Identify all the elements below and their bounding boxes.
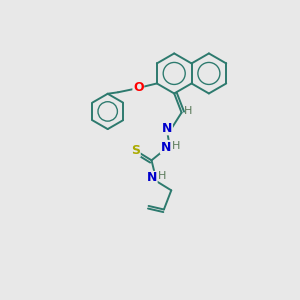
Text: N: N bbox=[162, 122, 172, 135]
Text: N: N bbox=[147, 172, 157, 184]
Text: N: N bbox=[160, 141, 171, 154]
Text: S: S bbox=[131, 144, 140, 157]
Text: H: H bbox=[184, 106, 192, 116]
Text: H: H bbox=[172, 141, 181, 151]
Text: H: H bbox=[158, 171, 166, 181]
Text: O: O bbox=[133, 81, 144, 94]
